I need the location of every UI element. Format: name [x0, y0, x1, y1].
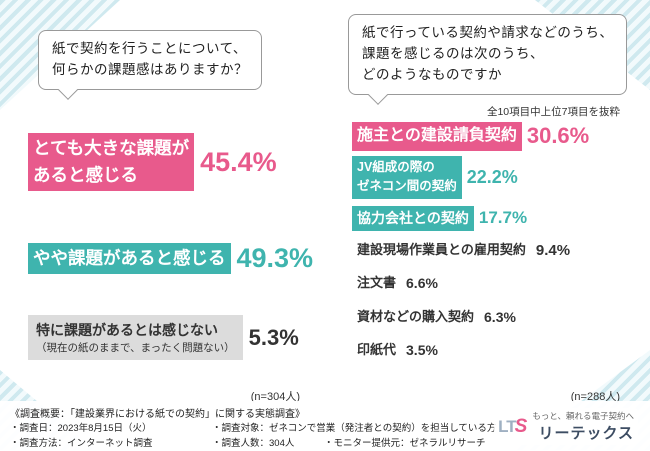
survey-count: ・調査人数：304人 [212, 437, 295, 449]
ranking-label-3: 協力会社との契約 [352, 205, 474, 232]
question-text-left: 紙で契約を行うことについて、 何らかの課題感はありますか？ [52, 41, 248, 77]
ranking-label-2: JV組成の際の ゼネコン間の契約 [352, 155, 462, 199]
ranking-value-1: 30.6% [526, 123, 590, 149]
ranking-value-6: 6.3% [484, 308, 516, 325]
ranking-label-4: 建設現場作業員との雇用契約 [352, 238, 531, 263]
ranking-value-2: 22.2% [466, 166, 518, 187]
answer-item-some-issue: やや課題があると感じる 49.3% [28, 243, 314, 275]
sample-size-right: (n=288人) [570, 391, 620, 403]
ranking-label-1: 施主との建設請負契約 [352, 122, 522, 151]
answer-value-some-issue: 49.3% [236, 243, 314, 274]
ranking-label-7: 印紙代 [352, 337, 402, 362]
answer-item-major-issue: とても大きな課題が あると感じる 45.4% [28, 133, 338, 192]
ranking-item-6: 資材などの購入契約 6.3% [352, 304, 632, 329]
ranking-value-5: 6.6% [406, 275, 438, 292]
answer-label-major-issue: とても大きな課題が あると感じる [28, 133, 195, 192]
ranking-label-5: 注文書 [352, 271, 402, 296]
sample-size-left: (n=304人) [250, 391, 300, 403]
answer-label-some-issue: やや課題があると感じる [28, 243, 231, 275]
brand-logo-icon: LTS [498, 415, 527, 437]
answer-label-no-issue-main: 特に課題があるとは感じない [36, 322, 218, 338]
ranking-value-3: 17.7% [478, 208, 528, 228]
ranking-list: 施主との建設請負契約 30.6% JV組成の際の ゼネコン間の契約 22.2% … [352, 122, 632, 362]
answer-item-no-issue: 特に課題があるとは感じない （現在の紙のままで、まったく問題ない） 5.3% [28, 315, 299, 360]
question-text-right: 紙で行っている契約や請求などのうち、 課題を感じるのは次のうち、 どのようなもの… [362, 25, 614, 82]
survey-date: ・調査日：2023年8月15日（火） [10, 423, 152, 434]
question-bubble-left: 紙で契約を行うことについて、 何らかの課題感はありますか？ [38, 30, 262, 90]
survey-overview-title: 《調査概要：「建設業界における紙での契約」に関する実態調査》 [10, 409, 305, 420]
survey-method: ・調査方法：インターネット調査 [10, 437, 153, 449]
answer-value-no-issue: 5.3% [248, 324, 299, 350]
ranking-value-4: 9.4% [535, 241, 571, 259]
brand-tagline: もっと、頼れる電子契約へ [532, 411, 634, 421]
survey-overview-details: ・調査日：2023年8月15日（火） ・調査対象：ゼネコンで営業（発注者との契約… [10, 422, 510, 451]
survey-monitor: ・モニター提供元：ゼネラルリサーチ [324, 437, 486, 449]
answer-label-no-issue-sub: （現在の紙のままで、まったく問題ない） [36, 342, 235, 354]
answer-label-no-issue: 特に課題があるとは感じない （現在の紙のままで、まったく問題ない） [28, 315, 243, 360]
ranking-value-7: 3.5% [406, 341, 438, 358]
ranking-item-4: 建設現場作業員との雇用契約 9.4% [352, 238, 632, 263]
brand-name: リーテックス [538, 425, 634, 442]
ranking-item-1: 施主との建設請負契約 30.6% [352, 122, 632, 151]
survey-target: ・調査対象：ゼネコンで営業（発注者との契約）を担当している方 [212, 423, 497, 434]
answer-value-major-issue: 45.4% [200, 146, 277, 177]
ranking-label-6: 資材などの購入契約 [352, 304, 480, 329]
ranking-item-5: 注文書 6.6% [352, 271, 632, 296]
ranking-item-3: 協力会社との契約 17.7% [352, 205, 632, 232]
brand-logo: LTS もっと、頼れる電子契約へ リーテックス [494, 408, 638, 445]
ranking-item-7: 印紙代 3.5% [352, 337, 632, 362]
ranking-item-2: JV組成の際の ゼネコン間の契約 22.2% [352, 155, 632, 199]
brand-text: もっと、頼れる電子契約へ リーテックス [532, 410, 634, 443]
question-bubble-right: 紙で行っている契約や請求などのうち、 課題を感じるのは次のうち、 どのようなもの… [348, 14, 628, 95]
excerpt-note: 全10項目中上位7項目を抜粋 [486, 106, 620, 118]
